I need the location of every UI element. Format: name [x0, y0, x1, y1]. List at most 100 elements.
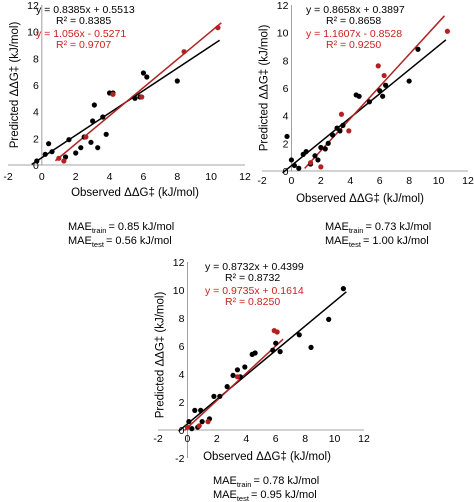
- train-data-point: [308, 344, 314, 350]
- x-tick-label: 4: [243, 433, 249, 445]
- train-data-point: [62, 154, 69, 160]
- train-data-point: [49, 149, 55, 155]
- y-tick-label: 10: [277, 28, 289, 40]
- y-axis-label: Predicted ΔΔG‡ (kJ/mol): [154, 292, 166, 419]
- y-tick-label: 10: [173, 285, 185, 297]
- train-data-point: [73, 150, 79, 156]
- test-data-point: [184, 424, 191, 430]
- test-equation: y = 1.1607x - 0.8528: [306, 28, 402, 40]
- train-data-point: [140, 70, 147, 76]
- train-data-point: [296, 332, 302, 338]
- test-data-point: [205, 419, 211, 425]
- train-data-point: [34, 158, 40, 164]
- y-axis-label: Predicted ΔΔG‡ (kJ/mol): [9, 22, 21, 149]
- y-axis-label: Predicted ΔΔG‡ (kJ/mol): [258, 25, 270, 152]
- train-data-point: [90, 118, 96, 124]
- train-data-point: [322, 146, 328, 152]
- train-data-point: [340, 122, 346, 128]
- y-tick-label: 2: [33, 133, 39, 145]
- test-data-point: [61, 158, 67, 164]
- x-tick-label: 0: [185, 433, 191, 445]
- train-data-point: [406, 78, 412, 84]
- train-data-point: [288, 157, 295, 163]
- x-tick-label: 2: [214, 433, 220, 445]
- x-tick-label: 0: [289, 175, 295, 187]
- x-tick-label: 10: [433, 175, 445, 187]
- mae-train: MAEtrain = 0.78 kJ/mol: [213, 475, 319, 489]
- mae-test: MAEtest = 1.00 kJ/mol: [325, 235, 429, 249]
- x-tick-label: 4: [107, 171, 113, 183]
- train-data-point: [224, 384, 230, 390]
- train-fit-line: [178, 291, 347, 432]
- train-data-point: [174, 78, 180, 84]
- x-tick-label: 6: [273, 433, 279, 445]
- y-tick-label: 4: [33, 107, 39, 119]
- x-tick-label: 4: [347, 175, 353, 187]
- train-data-point: [100, 114, 106, 120]
- y-tick-label: 4: [179, 369, 185, 381]
- test-data-point: [181, 49, 187, 55]
- train-data-point: [192, 407, 198, 413]
- train-data-point: [303, 149, 309, 155]
- train-data-point: [326, 316, 332, 322]
- x-tick-label: 10: [329, 433, 341, 445]
- train-data-point: [78, 145, 84, 151]
- train-data-point: [377, 88, 383, 94]
- test-data-point: [274, 329, 280, 335]
- y-tick-label: 12: [277, 0, 289, 12]
- x-tick-label: 8: [302, 433, 308, 445]
- train-data-point: [356, 93, 362, 99]
- y-tick-label: 12: [27, 0, 39, 12]
- train-data-point: [88, 139, 94, 145]
- y-tick-label: 4: [283, 111, 289, 123]
- train-fit-line: [282, 39, 447, 174]
- train-data-point: [312, 153, 318, 159]
- train-data-point: [366, 99, 373, 105]
- y-tick-label: 6: [33, 80, 39, 92]
- test-data-point: [110, 91, 116, 97]
- train-r2: R² = 0.8658: [326, 15, 381, 27]
- train-equation: y = 0.8658x + 0.3897: [306, 4, 405, 16]
- train-data-point: [330, 132, 336, 138]
- train-data-point: [242, 364, 248, 370]
- y-tick-label: 12: [173, 257, 185, 269]
- y-tick-label: 8: [179, 313, 185, 325]
- train-equation: y = 0.8385x + 0.5513: [36, 4, 135, 16]
- x-tick-label: 0: [39, 171, 45, 183]
- test-data-point: [375, 63, 381, 69]
- train-data-point: [42, 151, 48, 157]
- x-tick-label: 2: [318, 175, 324, 187]
- x-axis-label: Observed ΔΔG‡ (kJ/mol): [203, 451, 331, 463]
- x-tick-label: 6: [377, 175, 383, 187]
- test-data-point: [338, 111, 345, 117]
- test-data-point: [381, 72, 387, 79]
- x-tick-label: 12: [239, 171, 251, 183]
- x-axis-label: Observed ΔΔG‡ (kJ/mol): [296, 193, 424, 205]
- train-data-point: [318, 144, 324, 151]
- mae-train: MAEtrain = 0.73 kJ/mol: [325, 221, 431, 235]
- train-data-point: [91, 102, 97, 108]
- train-data-point: [211, 393, 217, 399]
- x-tick-label: 8: [406, 175, 412, 187]
- test-data-point: [83, 134, 89, 140]
- train-data-point: [273, 340, 279, 346]
- y-tick-label: -2: [175, 453, 184, 465]
- train-data-point: [380, 93, 386, 99]
- y-tick-label: 6: [283, 83, 289, 95]
- train-equation: y = 0.8732x + 0.4399: [205, 261, 304, 273]
- x-axis-label: Observed ΔΔG‡ (kJ/mol): [71, 187, 199, 199]
- train-data-point: [415, 46, 421, 52]
- train-data-point: [325, 140, 331, 146]
- train-data-point: [340, 286, 346, 292]
- test-data-point: [215, 25, 221, 31]
- mae-test: MAEtest = 0.95 kJ/mol: [213, 489, 317, 502]
- y-tick-label: 0: [179, 425, 185, 437]
- train-data-point: [270, 347, 276, 353]
- train-data-point: [337, 128, 343, 134]
- train-data-point: [291, 162, 297, 169]
- train-r2: R² = 0.8385: [56, 15, 111, 27]
- test-data-point: [346, 128, 352, 134]
- x-tick-label: 12: [358, 433, 370, 445]
- y-tick-label: 2: [179, 397, 185, 409]
